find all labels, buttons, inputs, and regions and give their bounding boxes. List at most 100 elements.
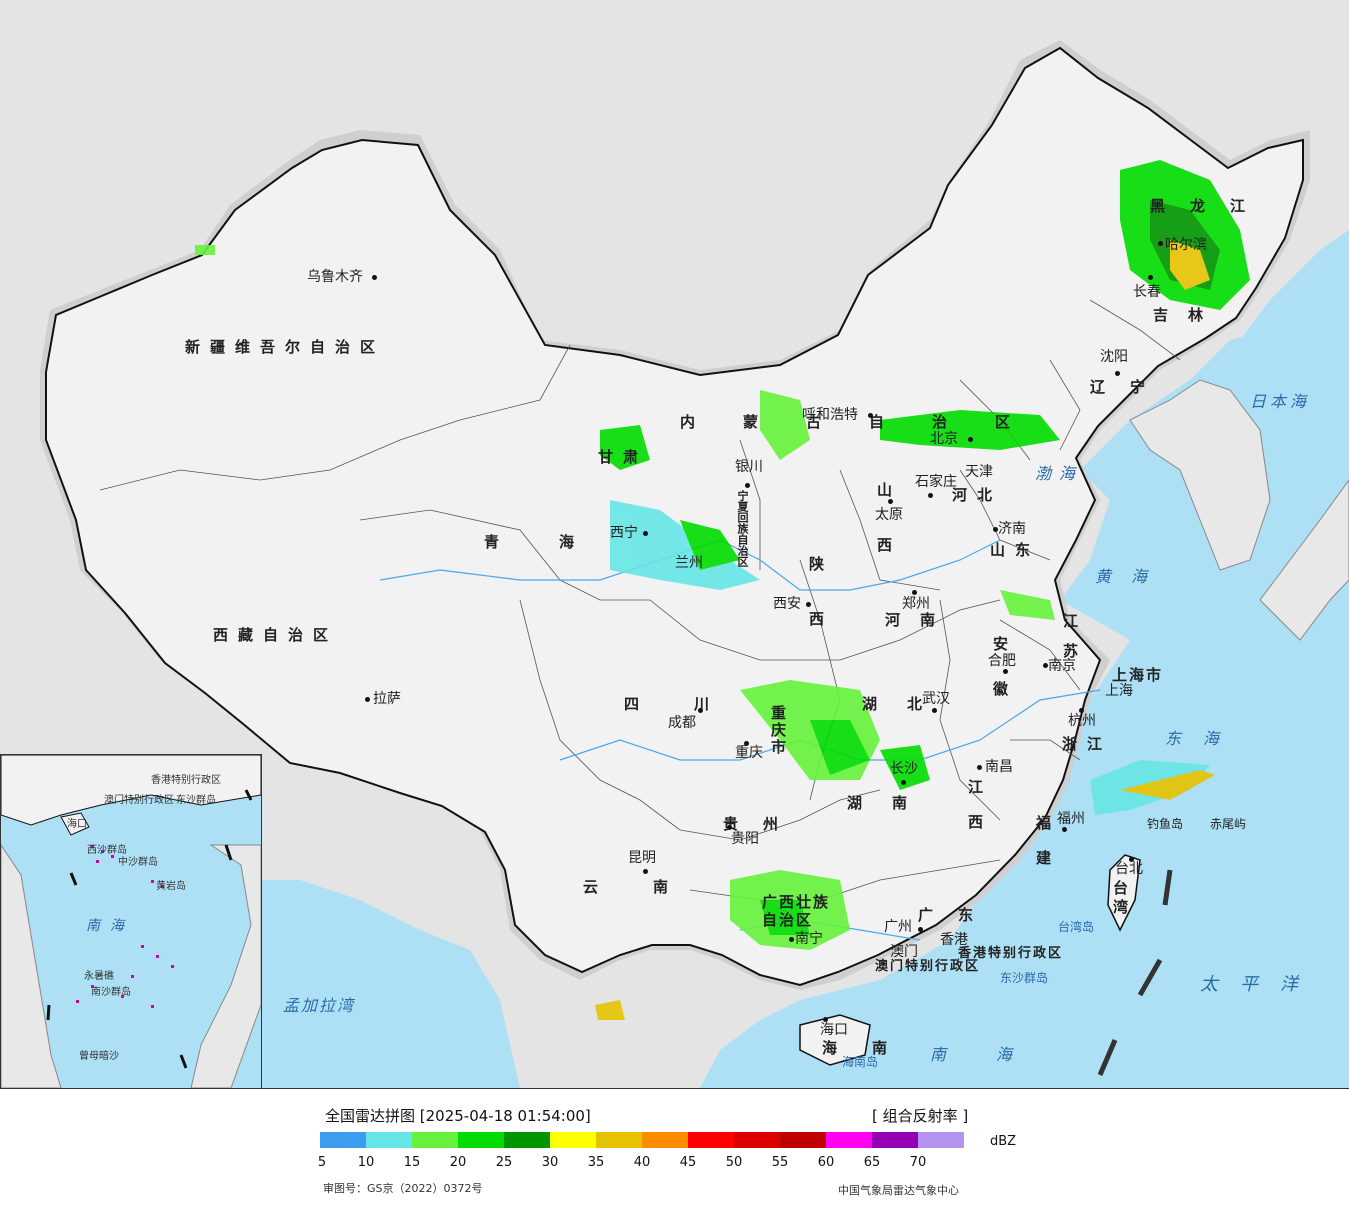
legend-tick-label: 45 [679, 1155, 697, 1170]
legend-panel: 全国雷达拼图 [2025-04-18 01:54:00] [ 组合反射率 ] d… [0, 1089, 1349, 1208]
legend-tick-label: 40 [633, 1155, 651, 1170]
city-marker [968, 437, 973, 442]
province-label-liaoning: 辽宁 [1090, 378, 1171, 396]
province-label-jiangsu: 江苏 [1061, 613, 1079, 673]
province-label-jilin: 吉林 [1153, 306, 1224, 324]
province-label-guizhou: 贵州 [723, 815, 804, 833]
province-label-shanghai: 上海市 [1112, 666, 1164, 684]
sea-label-east-china-sea: 东海 [1165, 729, 1242, 748]
island-label-taiwan: 台湾岛 [1058, 920, 1095, 934]
inset-label-yongshu: 永暑礁 [84, 971, 114, 982]
city-marker [1043, 663, 1048, 668]
province-label-hainan: 海南 [822, 1039, 923, 1057]
legend-tick-label: 50 [725, 1155, 743, 1170]
taiwan-island [1107, 854, 1141, 932]
city-marker [918, 927, 923, 932]
city-marker [888, 499, 893, 504]
city-chengdu: 成都 [668, 715, 696, 731]
legend-title: 全国雷达拼图 [2025-04-18 01:54:00] [325, 1107, 591, 1125]
province-label-sichuan: 四川 [624, 695, 765, 713]
legend-tick-label: 20 [449, 1155, 467, 1170]
legend-swatch [550, 1132, 596, 1148]
radar-echoes [195, 160, 1250, 1020]
inset-label-zengmu: 曾母暗沙 [79, 1051, 119, 1062]
province-label-shandong: 山东 [990, 541, 1041, 559]
city-marker [745, 483, 750, 488]
legend-swatch [320, 1132, 366, 1148]
sea-boundary-dashes [1097, 869, 1173, 1076]
inset-label-hongkong: 香港特别行政区 [151, 775, 221, 786]
province-label-jiangxi: 江西 [966, 779, 984, 849]
city-hongkong: 香港 [940, 932, 968, 948]
province-label-qinghai: 青海 [484, 533, 635, 551]
legend-tick-label: 35 [587, 1155, 605, 1170]
province-label-ningxia: 宁夏回族自治区 [736, 490, 749, 567]
city-hangzhou: 杭州 [1068, 713, 1096, 729]
ocean-east [700, 310, 1349, 1088]
city-marker [643, 531, 648, 536]
city-xining: 西宁 [610, 525, 638, 541]
province-label-guangdong: 广东 [918, 906, 999, 924]
province-label-hebei: 河北 [952, 486, 1003, 504]
city-yinchuan: 银川 [735, 459, 763, 475]
city-hohhot: 呼和浩特 [802, 407, 858, 423]
sea-label-bohai: 渤海 [1035, 464, 1084, 483]
city-fuzhou: 福州 [1057, 811, 1085, 827]
city-haikou: 海口 [820, 1022, 848, 1038]
legend-tick-label: 60 [817, 1155, 835, 1170]
city-marker [993, 527, 998, 532]
japan [1259, 479, 1349, 641]
radar-map: 新疆维吾尔自治区 西藏自治区 青海 甘肃 四川 云南 贵州 广西壮族自治区 广东… [0, 0, 1349, 1089]
legend-tick-label: 25 [495, 1155, 513, 1170]
city-marker [928, 493, 933, 498]
city-marker [823, 1017, 828, 1022]
inset-base [1, 755, 261, 1088]
city-marker [365, 697, 370, 702]
city-marker [1129, 857, 1134, 862]
island-label-dongsha: 东沙群岛 [1000, 971, 1049, 985]
island-label-hainan: 海南岛 [842, 1055, 879, 1069]
legend-swatch [458, 1132, 504, 1148]
legend-tick-label: 30 [541, 1155, 559, 1170]
legend-tick-label: 15 [403, 1155, 421, 1170]
legend-swatch [504, 1132, 550, 1148]
legend-swatch [780, 1132, 826, 1148]
city-nanjing: 南京 [1048, 658, 1076, 674]
city-marker [977, 765, 982, 770]
province-label-shaanxi: 陕西 [807, 556, 825, 666]
city-marker [806, 602, 811, 607]
city-xian: 西安 [773, 596, 801, 612]
inset-label-xisha: 西沙群岛 [87, 845, 127, 856]
province-label-neimenggu: 内蒙古自治区 [680, 413, 1059, 431]
city-wuhan: 武汉 [922, 691, 950, 707]
legend-swatch [872, 1132, 918, 1148]
province-label-fujian: 福建 [1034, 815, 1052, 885]
city-hefei: 合肥 [988, 653, 1016, 669]
city-marker [912, 590, 917, 595]
province-label-taiwan: 台湾 [1111, 880, 1129, 918]
legend-unit: dBZ [990, 1134, 1017, 1149]
city-marker [727, 825, 732, 830]
inset-label-zhongsha: 中沙群岛 [118, 857, 158, 868]
province-label-henan: 河南 [885, 611, 956, 629]
city-chongqing: 重庆 [735, 745, 763, 761]
province-boundaries [99, 299, 1181, 901]
legend-tick-label: 70 [909, 1155, 927, 1170]
city-guiyang: 贵阳 [731, 831, 759, 847]
province-label-guangxi: 广西壮族自治区 [762, 893, 831, 929]
province-label-xinjiang: 新疆维吾尔自治区 [185, 338, 386, 356]
province-label-hunan: 湖南 [847, 794, 938, 812]
city-zhengzhou: 郑州 [902, 596, 930, 612]
city-marker [372, 275, 377, 280]
city-urumqi: 乌鲁木齐 [307, 269, 363, 285]
city-shenyang: 沈阳 [1100, 349, 1128, 365]
legend-tick-label: 55 [771, 1155, 789, 1170]
city-marker [698, 708, 703, 713]
province-label-gansu: 甘肃 [598, 448, 649, 466]
inset-label-nansha: 南沙群岛 [91, 987, 131, 998]
legend-tick-label: 65 [863, 1155, 881, 1170]
legend-swatch [642, 1132, 688, 1148]
data-source: 中国气象局雷达气象中心 [838, 1184, 959, 1197]
city-marker [744, 741, 749, 746]
inset-label-macau: 澳门特别行政区 [104, 795, 174, 806]
